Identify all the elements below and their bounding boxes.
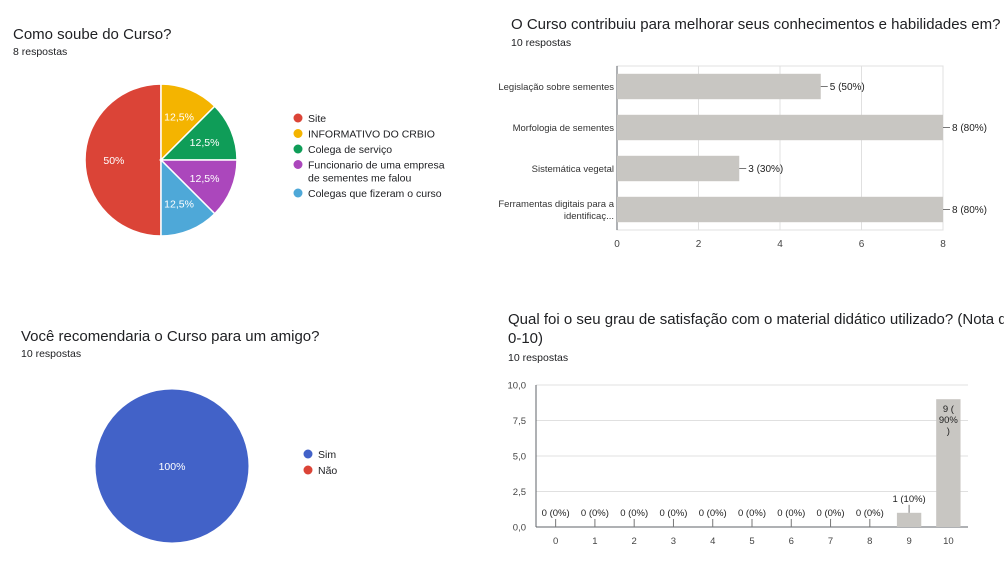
pie-value-label: 12,5% bbox=[190, 173, 220, 185]
category-label: identificaç... bbox=[564, 211, 614, 222]
category-label: Legislação sobre sementes bbox=[498, 82, 614, 93]
x-tick-label: 7 bbox=[828, 536, 833, 547]
legend-swatch-colega-de-servico bbox=[293, 144, 303, 154]
pie-value-label: 12,5% bbox=[164, 111, 194, 123]
pie-slice-sim bbox=[94, 388, 250, 544]
y-tick-label: 7,5 bbox=[513, 416, 526, 427]
chart-title: O Curso contribuiu para melhorar seus co… bbox=[511, 16, 1001, 33]
x-tick-label: 5 bbox=[749, 536, 754, 547]
bar-value-label: 0 (0%) bbox=[659, 508, 687, 519]
bar-chart-skills: 0 2 4 6 8 Legislação sobre sementes 5 (50%) Mor… bbox=[498, 65, 987, 250]
pie-slice-colega-de-servico bbox=[159, 105, 238, 161]
response-count: 8 respostas bbox=[13, 46, 68, 58]
legend-swatch-site bbox=[293, 113, 303, 123]
x-tick-label: 4 bbox=[710, 536, 715, 547]
category-label: Morfologia de sementes bbox=[513, 123, 615, 134]
x-tick-label: 8 bbox=[940, 239, 946, 250]
legend-swatch-informativo-do-crbio bbox=[293, 129, 303, 138]
x-tick-label: 2 bbox=[632, 536, 637, 547]
legend-swatch-nao bbox=[303, 465, 313, 475]
chart-title-line-1: Qual foi o seu grau de satisfação com o … bbox=[508, 311, 1004, 328]
bar-value-label: 8 (80%) bbox=[952, 123, 987, 134]
bar-ferramentas-digitais-para-a-identificac bbox=[617, 196, 943, 223]
bar-value-label: 0 (0%) bbox=[699, 508, 727, 519]
pie-slice-funcionario-de-uma-empresa-de-sementes-me-falou bbox=[159, 159, 238, 215]
response-count: 10 respostas bbox=[511, 37, 572, 49]
bar-value-label: 3 (30%) bbox=[748, 164, 783, 175]
bar-value-label: 8 (80%) bbox=[952, 205, 987, 216]
x-tick-label: 0 bbox=[614, 239, 620, 250]
pie-value-label: 12,5% bbox=[164, 199, 194, 211]
response-count: 10 respostas bbox=[508, 352, 569, 364]
chart-panel-how-heard: Como soube do Curso? 8 respostas 50% 12,5… bbox=[0, 0, 500, 290]
x-tick-label: 0 bbox=[553, 536, 558, 547]
pie-value-label: 12,5% bbox=[190, 137, 220, 149]
legend-label-colegas-que-fizeram-o-curso: Colegas que fizeram o curso bbox=[308, 188, 442, 200]
category-label: Sistemática vegetal bbox=[532, 164, 614, 175]
pie-slice-colegas-que-fizeram-o-curso bbox=[160, 158, 216, 237]
chart-panel-skills: O Curso contribuiu para melhorar seus co… bbox=[498, 0, 1004, 290]
bar-value-label: 0 (0%) bbox=[542, 508, 570, 519]
bar-chart-satisfaction: 0,0 2,5 5,0 7,5 10,0 0 0 (0%) 1 0 (0%) 2 0 (0%) 3 0 … bbox=[508, 381, 968, 547]
x-tick-label: 10 bbox=[943, 536, 954, 547]
x-tick-label: 4 bbox=[777, 239, 783, 250]
legend-label-funcionario-de-uma-empresa-de-sementes-me-falou: Funcionario de uma empresa bbox=[308, 160, 445, 172]
legend-label-informativo-do-crbio: INFORMATIVO DO CRBIO bbox=[308, 129, 435, 141]
bar-value-label: 0 (0%) bbox=[817, 508, 845, 519]
chart-title-line-2: 0-10) bbox=[508, 330, 544, 347]
legend-swatch-colegas-que-fizeram-o-curso bbox=[293, 188, 303, 198]
bar-value-label: 0 (0%) bbox=[620, 508, 648, 519]
x-tick-label: 1 bbox=[592, 536, 597, 547]
pie-chart-how-heard: 50% 12,5% 12,5% 12,5% 12,5% Site INFORMATIVO D… bbox=[84, 83, 445, 237]
y-tick-label: 2,5 bbox=[513, 487, 526, 498]
bar-value-label: 0 (0%) bbox=[581, 508, 609, 519]
legend-label-site: Site bbox=[308, 113, 326, 125]
bar-value-label: 9 ( bbox=[943, 404, 955, 415]
chart-panel-recommend: Você recomendaria o Curso para um amigo?… bbox=[0, 290, 500, 581]
bar-value-label: 0 (0%) bbox=[777, 508, 805, 519]
legend-swatch-funcionario-de-uma-empresa-de-sementes-me-falou bbox=[293, 160, 303, 169]
bar-value-label: 1 (10%) bbox=[892, 494, 925, 505]
chart-panel-satisfaction: Qual foi o seu grau de satisfação com o … bbox=[500, 290, 1004, 581]
pie-value-label: 50% bbox=[103, 155, 124, 167]
legend-label-colega-de-servico: Colega de serviço bbox=[308, 144, 392, 156]
pie-chart-recommend: 100% Sim Não bbox=[94, 388, 337, 544]
bar-morfologia-de-sementes bbox=[617, 114, 943, 141]
bar-value-label: 0 (0%) bbox=[738, 508, 766, 519]
pie-slice-site bbox=[84, 83, 162, 237]
category-label: Ferramentas digitais para a bbox=[498, 199, 614, 210]
bar-score-10 bbox=[936, 399, 961, 527]
legend-label-funcionario-de-uma-empresa-de-sementes-me-falou: de sementes me falou bbox=[308, 173, 411, 185]
bar-sistematica-vegetal bbox=[617, 155, 740, 182]
response-count: 10 respostas bbox=[21, 348, 82, 360]
bar-value-label: 5 (50%) bbox=[830, 82, 865, 93]
y-tick-label: 10,0 bbox=[508, 381, 527, 392]
bar-value-label: 0 (0%) bbox=[856, 508, 884, 519]
pie-value-label: 100% bbox=[159, 461, 186, 473]
legend-swatch-sim bbox=[303, 449, 313, 459]
y-tick-label: 0,0 bbox=[513, 523, 526, 534]
legend-label-sim: Sim bbox=[318, 449, 336, 461]
x-tick-label: 8 bbox=[867, 536, 872, 547]
chart-title: Como soube do Curso? bbox=[13, 26, 172, 43]
x-tick-label: 3 bbox=[671, 536, 676, 547]
y-tick-label: 5,0 bbox=[513, 452, 526, 463]
legend-label-nao: Não bbox=[318, 465, 337, 477]
bar-value-label: ) bbox=[947, 426, 950, 437]
x-tick-label: 6 bbox=[789, 536, 794, 547]
x-tick-label: 6 bbox=[859, 239, 865, 250]
chart-title: Você recomendaria o Curso para um amigo? bbox=[21, 328, 320, 345]
x-tick-label: 2 bbox=[696, 239, 702, 250]
x-tick-label: 9 bbox=[906, 536, 911, 547]
bar-value-label: 90% bbox=[939, 415, 959, 426]
pie-slice-informativo-do-crbio bbox=[160, 83, 216, 162]
bar-legislacao-sobre-sementes bbox=[617, 73, 821, 100]
bar-score-9 bbox=[896, 512, 922, 527]
